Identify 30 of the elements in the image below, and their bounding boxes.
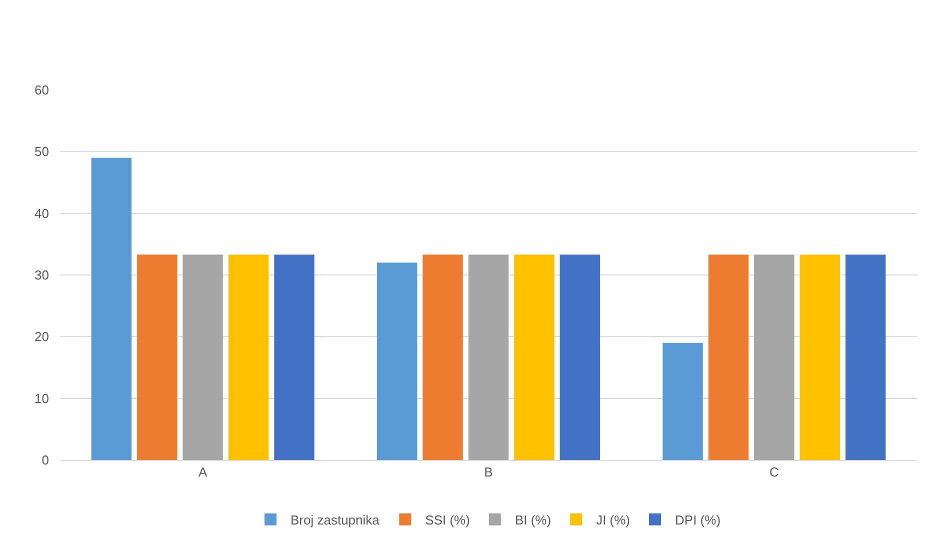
x-tick-label: A bbox=[198, 464, 208, 480]
legend-label: JI (%) bbox=[596, 512, 630, 528]
legend-label: DPI (%) bbox=[675, 512, 721, 528]
bar bbox=[422, 254, 463, 460]
bar bbox=[560, 254, 600, 460]
bar bbox=[514, 254, 554, 460]
bar bbox=[800, 254, 840, 460]
bar bbox=[662, 342, 703, 460]
legend-label: Broj zastupnika bbox=[290, 512, 380, 528]
y-tick-label: 20 bbox=[34, 329, 49, 344]
bar bbox=[228, 254, 269, 460]
bar bbox=[376, 262, 418, 460]
bar bbox=[274, 254, 314, 460]
legend-label: SSI (%) bbox=[425, 512, 470, 528]
x-tick-label: B bbox=[484, 464, 493, 480]
y-tick-label: 0 bbox=[42, 452, 49, 468]
bar bbox=[845, 254, 886, 460]
bar bbox=[91, 158, 132, 460]
y-tick-label: 60 bbox=[34, 82, 49, 98]
legend-label: BI (%) bbox=[514, 512, 552, 528]
bar bbox=[182, 254, 223, 460]
bar bbox=[468, 254, 509, 460]
bar bbox=[708, 254, 749, 460]
x-tick-label: C bbox=[769, 464, 779, 480]
y-tick-label: 50 bbox=[34, 144, 49, 160]
y-tick-label: 40 bbox=[34, 206, 49, 221]
y-tick-label: 30 bbox=[34, 268, 49, 283]
bar bbox=[137, 254, 178, 460]
y-tick-label: 10 bbox=[34, 390, 49, 406]
bar bbox=[754, 254, 794, 460]
